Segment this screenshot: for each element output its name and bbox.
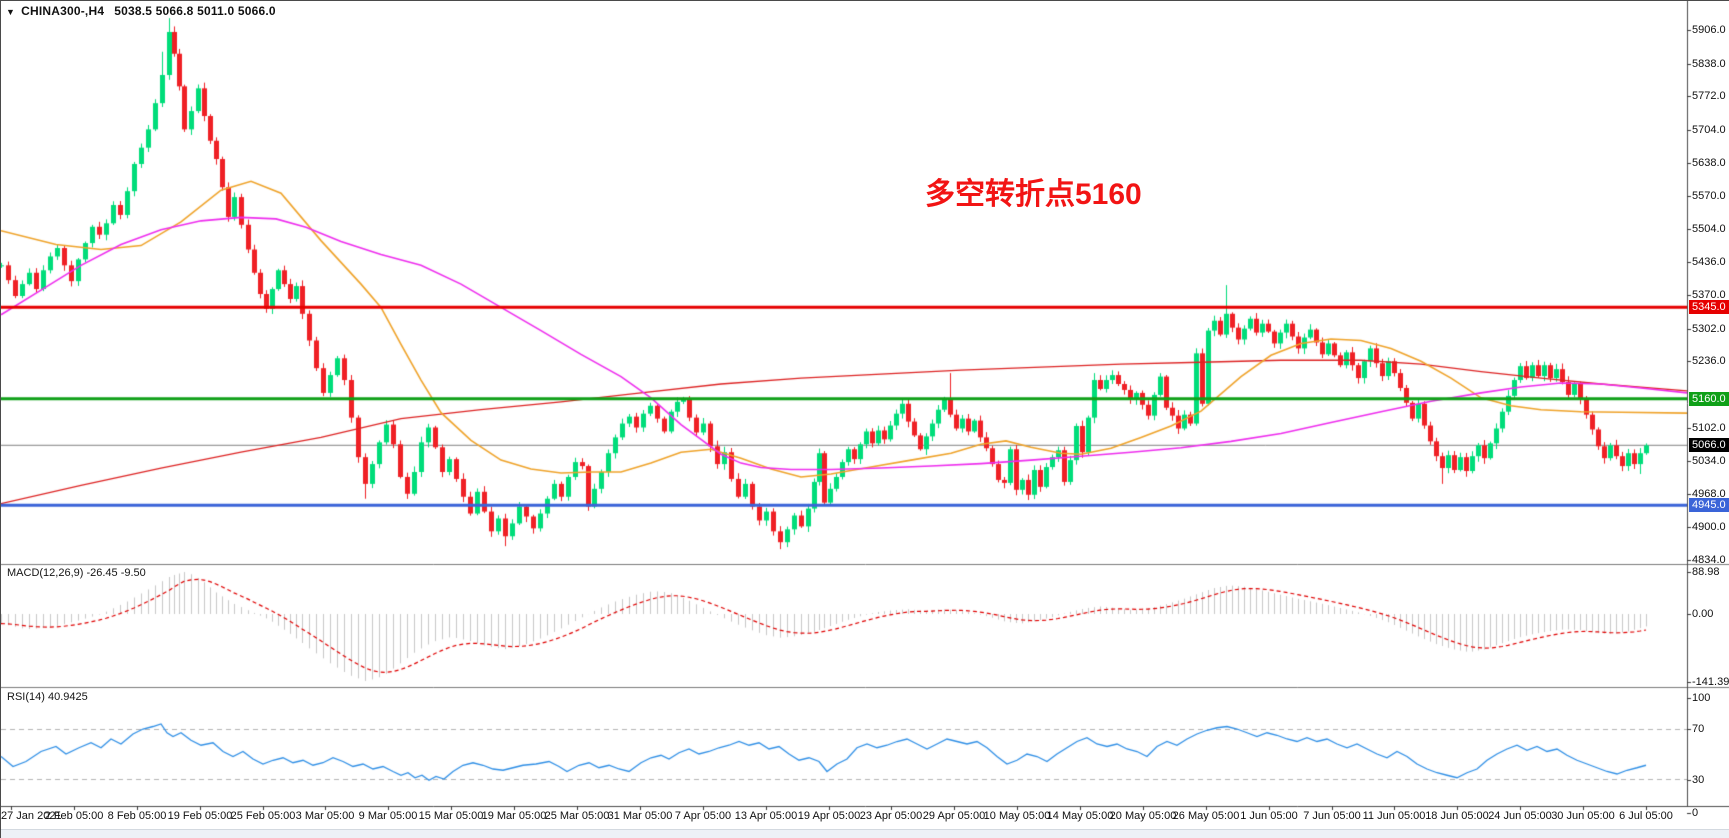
x-axis-tick-label: 25 Mar 05:00 xyxy=(544,810,610,822)
chart-title-bar: ▼ CHINA300-,H4 5038.5 5066.8 5011.0 5066.0 xyxy=(6,4,276,18)
x-axis-tick-label: 10 May 05:00 xyxy=(983,810,1051,822)
y-axis-tick-label: 4900.0 xyxy=(1692,521,1726,534)
x-axis-tick-label: 3 Mar 05:00 xyxy=(295,810,355,822)
x-axis-tick-label: 18 Jun 05:00 xyxy=(1425,810,1489,822)
y-axis-tick-label: 100 xyxy=(1692,692,1711,704)
ohlc-values: 5038.5 5066.8 5011.0 5066.0 xyxy=(114,4,276,18)
y-axis-tick-label: 88.98 xyxy=(1692,566,1720,578)
y-axis-tick-label: 4834.0 xyxy=(1692,554,1726,566)
symbol-dropdown-icon[interactable]: ▼ xyxy=(6,7,16,17)
y-axis-tick-label: 5102.0 xyxy=(1692,421,1726,434)
macd-label: MACD(12,26,9) -26.45 -9.50 xyxy=(7,567,146,579)
x-axis-tick-label: 19 Feb 05:00 xyxy=(167,810,233,822)
x-axis-tick-label: 15 Mar 05:00 xyxy=(418,810,484,822)
y-axis-tick-label: 5302.0 xyxy=(1692,322,1726,335)
x-axis-tick-label: 19 Mar 05:00 xyxy=(481,810,547,822)
price-level-badge: 5160.0 xyxy=(1689,391,1729,406)
symbol-period-label: CHINA300-,H4 xyxy=(21,4,105,18)
bottom-scroll-strip[interactable] xyxy=(1,829,1729,838)
y-axis-tick-label: -141.39 xyxy=(1692,676,1729,688)
annotation-text[interactable]: 多空转折点5160 xyxy=(925,178,1142,211)
y-axis-tick-label: 0 xyxy=(1692,807,1699,819)
x-axis-tick-label: 7 Jun 05:00 xyxy=(1303,810,1361,822)
x-axis-tick-label: 2 Feb 05:00 xyxy=(44,810,104,822)
y-axis-tick-label: 5436.0 xyxy=(1692,256,1726,269)
y-axis-tick-label: 5370.0 xyxy=(1692,289,1726,301)
y-axis-tick-label: 5704.0 xyxy=(1692,123,1726,136)
x-axis-tick-label: 6 Jul 05:00 xyxy=(1619,810,1673,822)
price-level-badge: 4945.0 xyxy=(1689,498,1729,513)
x-axis-tick-label: 19 Apr 05:00 xyxy=(797,810,861,822)
x-axis-tick-label: 23 Apr 05:00 xyxy=(859,810,923,822)
y-axis-tick-label: 5034.0 xyxy=(1692,455,1726,468)
y-axis-tick-label: 5570.0 xyxy=(1692,190,1726,203)
x-axis-tick-label: 29 Apr 05:00 xyxy=(922,810,986,822)
y-axis-tick-label: 5236.0 xyxy=(1692,355,1726,368)
y-axis-tick-label: 5838.0 xyxy=(1692,57,1726,70)
x-axis-tick-label: 14 May 05:00 xyxy=(1046,810,1114,822)
y-axis-tick-label: 4968.0 xyxy=(1692,487,1726,500)
x-axis-tick-label: 9 Mar 05:00 xyxy=(358,810,418,822)
y-axis-tick-label: 70 xyxy=(1692,723,1705,735)
y-axis-tick-label: 5638.0 xyxy=(1692,156,1726,169)
x-axis-tick-label: 26 May 05:00 xyxy=(1172,810,1240,822)
x-axis-tick-label: 11 Jun 05:00 xyxy=(1362,810,1426,822)
y-axis-tick-label: 5772.0 xyxy=(1692,90,1726,103)
x-axis-tick-label: 1 Jun 05:00 xyxy=(1240,810,1298,822)
rsi-label: RSI(14) 40.9425 xyxy=(7,691,88,703)
x-axis-tick-label: 8 Feb 05:00 xyxy=(107,810,167,822)
x-axis-tick-label: 30 Jun 05:00 xyxy=(1551,810,1615,822)
price-level-badge: 5066.0 xyxy=(1689,438,1729,453)
y-axis-tick-label: 5906.0 xyxy=(1692,24,1726,36)
x-axis-tick-label: 24 Jun 05:00 xyxy=(1488,810,1552,822)
y-axis-tick-label: 0.00 xyxy=(1692,608,1714,620)
x-axis-tick-label: 7 Apr 05:00 xyxy=(674,810,732,822)
price-level-badge: 5345.0 xyxy=(1689,300,1729,315)
x-axis-tick-label: 13 Apr 05:00 xyxy=(734,810,798,822)
x-axis-tick-label: 20 May 05:00 xyxy=(1109,810,1177,822)
y-axis-tick-label: 30 xyxy=(1692,774,1705,786)
x-axis-tick-label: 25 Feb 05:00 xyxy=(230,810,296,822)
x-axis-tick-label: 27 Jan 2021 xyxy=(1,810,62,822)
x-axis-tick-label: 31 Mar 05:00 xyxy=(607,810,673,822)
y-axis-tick-label: 5504.0 xyxy=(1692,222,1726,235)
